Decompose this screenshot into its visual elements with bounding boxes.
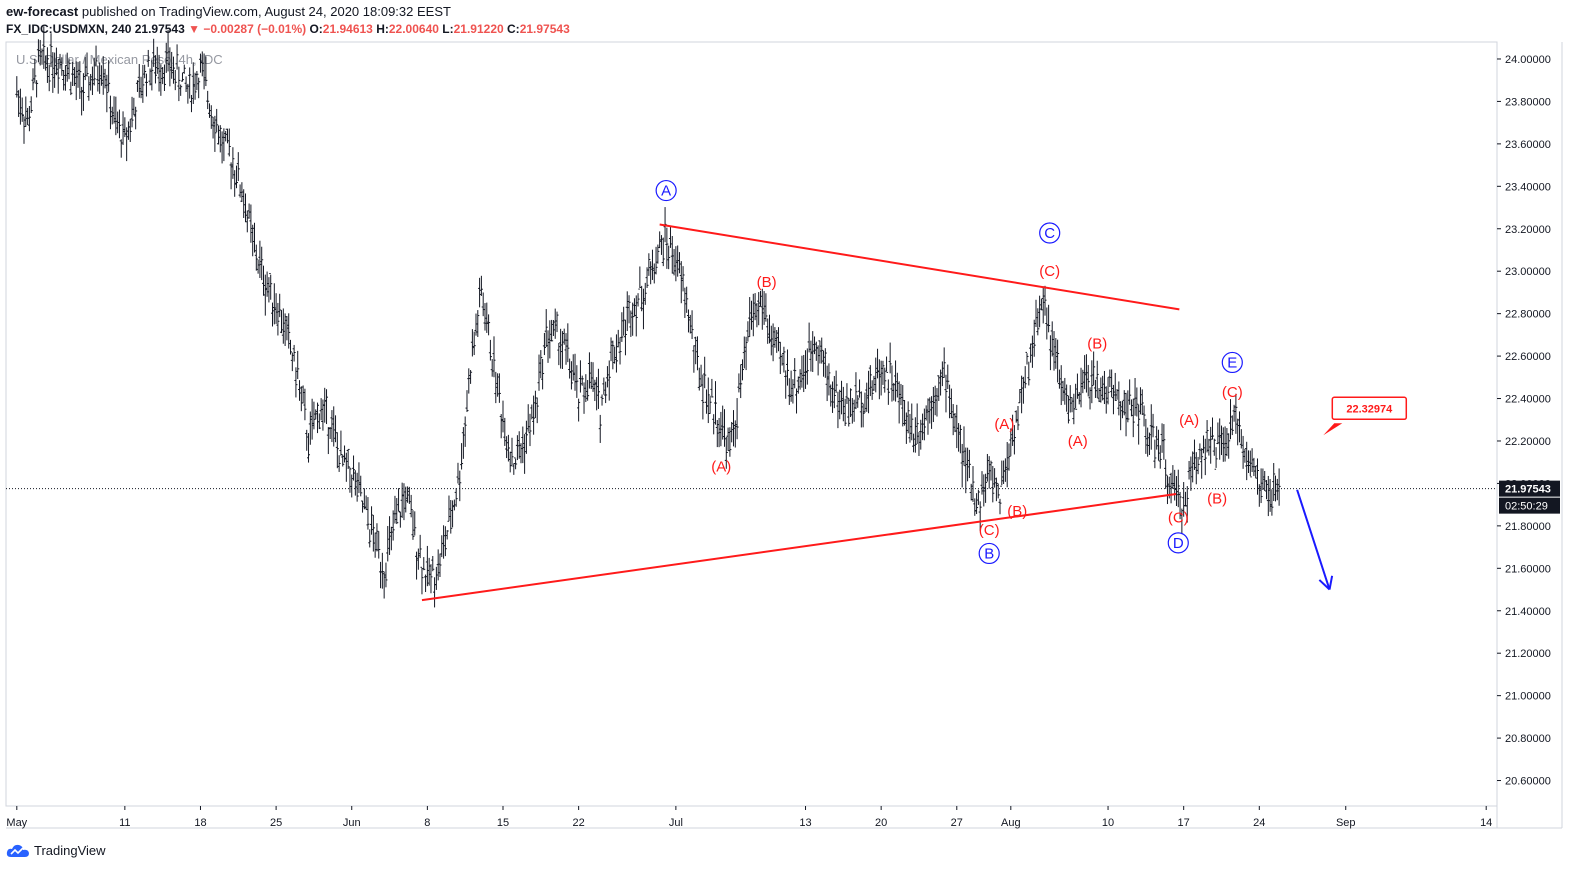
target-callout-pointer [1323, 423, 1343, 436]
tradingview-brand: TradingView [34, 843, 106, 858]
publish-header: ew-forecast published on TradingView.com… [6, 4, 451, 19]
x-tick-label: 18 [194, 817, 206, 829]
y-tick-label: 24.00000 [1505, 54, 1551, 66]
wave-label-primary: B [984, 545, 994, 562]
current-price-tag [1499, 480, 1560, 497]
y-tick-label: 23.60000 [1505, 139, 1551, 151]
wave-label-intermediate: (C) [1039, 263, 1060, 280]
close-label: C: [507, 22, 520, 36]
countdown-label: 02:50:29 [1505, 501, 1548, 513]
ohlc-bars [15, 26, 1281, 608]
wave-label-intermediate: (A) [1068, 433, 1088, 450]
wave-label-intermediate: (B) [1207, 490, 1227, 507]
change-value: −0.00287 (−0.01%) [203, 22, 307, 36]
wave-label-intermediate: (C) [1222, 384, 1243, 401]
x-tick-label: May [6, 817, 27, 829]
wave-label-intermediate: (A) [994, 416, 1014, 433]
tradingview-logo[interactable]: TradingView [6, 843, 106, 858]
x-tick-label: 25 [270, 817, 282, 829]
y-tick-label: 21.40000 [1505, 606, 1551, 618]
y-tick-label: 23.80000 [1505, 96, 1551, 108]
change-arrow-icon: ▼ [188, 22, 201, 36]
projection-arrowhead [1318, 579, 1331, 591]
x-tick-label: 27 [951, 817, 963, 829]
wave-label-intermediate: (C) [979, 522, 1000, 539]
y-tick-label: 20.60000 [1505, 776, 1551, 788]
symbol-label[interactable]: FX_IDC:USDMXN, 240 [6, 22, 132, 36]
x-tick-label: 24 [1253, 817, 1265, 829]
y-tick-label: 21.00000 [1505, 691, 1551, 703]
author-name[interactable]: ew-forecast [6, 4, 79, 19]
x-tick-label: Jul [669, 817, 683, 829]
y-tick-label: 22.60000 [1505, 351, 1551, 363]
wave-label-intermediate: (B) [1087, 335, 1107, 352]
ohlc-legend: FX_IDC:USDMXN, 240 21.97543 ▼ −0.00287 (… [6, 22, 570, 36]
wave-label-primary: D [1173, 535, 1184, 552]
x-tick-label: 10 [1102, 817, 1114, 829]
y-tick-label: 23.40000 [1505, 181, 1551, 193]
x-tick-label: Aug [1001, 817, 1021, 829]
wave-label-intermediate: (B) [1007, 503, 1027, 520]
wave-label-primary: E [1227, 354, 1237, 371]
low-label: L: [442, 22, 454, 36]
y-tick-label: 21.80000 [1505, 521, 1551, 533]
target-callout[interactable] [1331, 396, 1408, 421]
current-price-label: 21.97543 [1505, 484, 1551, 496]
close-value: 21.97543 [519, 22, 570, 36]
projection-arrowhead [1328, 575, 1334, 590]
wave-label-intermediate: (A) [1179, 412, 1199, 429]
plot-frame [5, 41, 1498, 807]
x-tick-label: 22 [573, 817, 585, 829]
countdown-tag [1499, 497, 1560, 514]
x-tick-label: 20 [875, 817, 887, 829]
x-tick-label: 8 [424, 817, 430, 829]
y-tick-label: 23.00000 [1505, 266, 1551, 278]
target-price-label: 22.32974 [1346, 403, 1393, 415]
y-tick-label: 22.80000 [1505, 309, 1551, 321]
wave-label-primary: C [1044, 225, 1055, 242]
open-label: O: [309, 22, 323, 36]
triangle-trendline[interactable] [659, 223, 1180, 311]
x-tick-label: 14 [1480, 817, 1492, 829]
publish-info: published on TradingView.com, August 24,… [78, 4, 451, 19]
wave-label-circle [1039, 222, 1061, 244]
y-tick-label: 21.20000 [1505, 648, 1551, 660]
y-tick-label: 23.20000 [1505, 224, 1551, 236]
wave-label-intermediate: (A) [711, 458, 731, 475]
y-tick-label: 21.60000 [1505, 563, 1551, 575]
wave-label-circle [1221, 351, 1243, 374]
high-label: H: [376, 22, 389, 36]
wave-label-intermediate: (B) [757, 274, 777, 291]
last-price: 21.97543 [134, 22, 185, 36]
y-tick-label: 20.80000 [1505, 733, 1551, 745]
triangle-trendline[interactable] [421, 493, 1177, 602]
x-tick-label: 15 [497, 817, 509, 829]
wave-label-circle [655, 179, 677, 202]
wave-label-circle [978, 542, 1000, 565]
x-tick-label: 13 [799, 817, 811, 829]
low-value: 21.91220 [453, 22, 504, 36]
x-tick-label: Jun [343, 817, 361, 829]
wave-label-primary: A [661, 183, 671, 200]
x-tick-label: 11 [119, 817, 130, 829]
open-value: 21.94613 [322, 22, 373, 36]
high-value: 22.00640 [388, 22, 439, 36]
projection-arrow[interactable] [1296, 489, 1331, 590]
wave-label-circle [1167, 532, 1189, 554]
y-tick-label: 22.40000 [1505, 394, 1551, 406]
x-tick-label: Sep [1336, 817, 1356, 829]
y-tick-label: 22.20000 [1505, 436, 1551, 448]
wave-label-intermediate: (C) [1168, 509, 1189, 526]
tradingview-cloud-icon [6, 844, 29, 857]
x-tick-label: 17 [1178, 817, 1190, 829]
